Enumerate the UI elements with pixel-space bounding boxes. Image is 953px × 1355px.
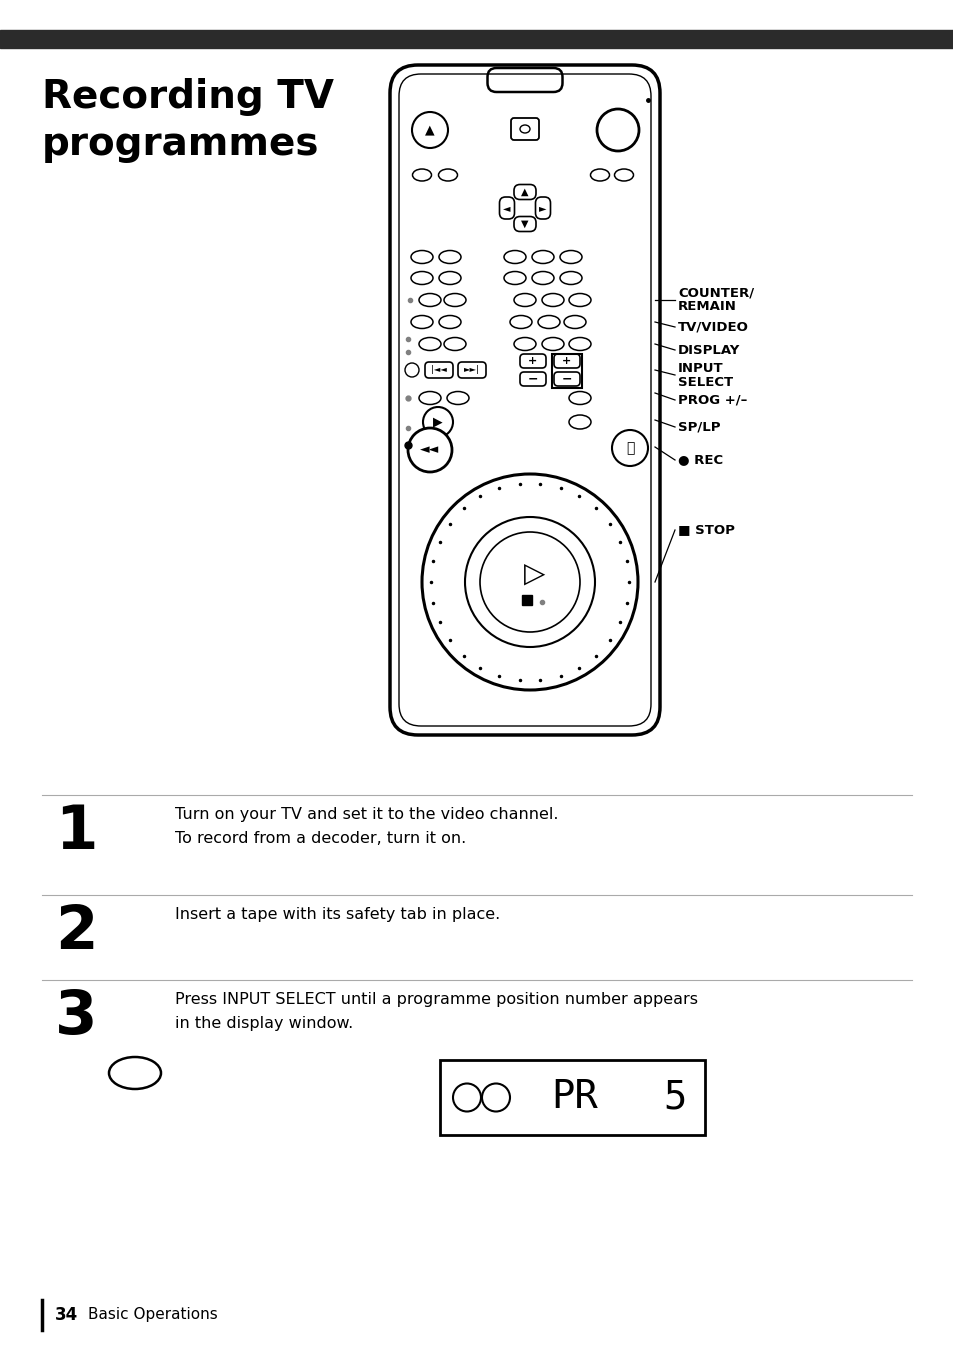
FancyBboxPatch shape: [514, 184, 536, 199]
Text: 2: 2: [55, 902, 97, 962]
Ellipse shape: [537, 316, 559, 328]
Text: Basic Operations: Basic Operations: [88, 1308, 217, 1322]
Text: ▶: ▶: [433, 416, 442, 428]
Text: ►►|: ►►|: [463, 366, 479, 374]
Circle shape: [479, 533, 579, 631]
Ellipse shape: [563, 316, 585, 328]
Circle shape: [421, 474, 638, 690]
Text: DISPLAY: DISPLAY: [678, 344, 740, 356]
Ellipse shape: [514, 337, 536, 351]
Text: ◄: ◄: [503, 203, 510, 213]
FancyBboxPatch shape: [499, 196, 514, 220]
FancyBboxPatch shape: [554, 354, 579, 369]
Ellipse shape: [514, 294, 536, 306]
Circle shape: [408, 428, 452, 472]
Text: INPUT
SELECT: INPUT SELECT: [678, 362, 732, 389]
Circle shape: [612, 430, 647, 466]
Text: COUNTER/
REMAIN: COUNTER/ REMAIN: [678, 286, 753, 313]
Text: ◄◄: ◄◄: [420, 443, 439, 457]
Text: in the display window.: in the display window.: [174, 1016, 353, 1031]
Ellipse shape: [559, 271, 581, 285]
Text: PR: PR: [551, 1079, 598, 1117]
FancyBboxPatch shape: [519, 373, 545, 386]
FancyBboxPatch shape: [487, 68, 562, 92]
Ellipse shape: [568, 415, 590, 430]
Ellipse shape: [541, 294, 563, 306]
Ellipse shape: [568, 392, 590, 405]
Text: |◄◄: |◄◄: [431, 366, 446, 374]
Ellipse shape: [559, 251, 581, 263]
Ellipse shape: [510, 316, 532, 328]
Text: Recording TV: Recording TV: [42, 79, 334, 117]
Circle shape: [405, 363, 418, 377]
Text: −: −: [527, 373, 537, 386]
Ellipse shape: [411, 316, 433, 328]
Text: ▼: ▼: [520, 220, 528, 229]
Text: ⏸: ⏸: [625, 440, 634, 455]
Ellipse shape: [443, 294, 465, 306]
Text: ▷: ▷: [524, 560, 545, 588]
Ellipse shape: [568, 294, 590, 306]
Ellipse shape: [447, 392, 469, 405]
Text: ● REC: ● REC: [678, 454, 722, 466]
Ellipse shape: [418, 337, 440, 351]
FancyBboxPatch shape: [554, 373, 579, 386]
Text: Press INPUT SELECT until a programme position number appears: Press INPUT SELECT until a programme pos…: [174, 992, 698, 1007]
Ellipse shape: [614, 169, 633, 182]
Ellipse shape: [503, 271, 525, 285]
Circle shape: [453, 1084, 480, 1111]
Text: PROG +/–: PROG +/–: [678, 393, 746, 406]
Ellipse shape: [418, 392, 440, 405]
FancyBboxPatch shape: [424, 362, 453, 378]
FancyBboxPatch shape: [535, 196, 550, 220]
Text: TV/VIDEO: TV/VIDEO: [678, 321, 748, 333]
Ellipse shape: [411, 251, 433, 263]
Text: SP/LP: SP/LP: [678, 420, 720, 434]
Circle shape: [422, 406, 453, 438]
Text: −: −: [561, 373, 572, 386]
Ellipse shape: [438, 316, 460, 328]
Text: 34: 34: [55, 1306, 78, 1324]
Ellipse shape: [438, 251, 460, 263]
Circle shape: [464, 518, 595, 646]
Text: 3: 3: [55, 988, 97, 1047]
Ellipse shape: [503, 251, 525, 263]
Ellipse shape: [568, 337, 590, 351]
Text: 1: 1: [55, 804, 97, 862]
FancyBboxPatch shape: [511, 118, 538, 140]
FancyBboxPatch shape: [514, 217, 536, 232]
Circle shape: [412, 112, 448, 148]
FancyBboxPatch shape: [519, 354, 545, 369]
FancyBboxPatch shape: [390, 65, 659, 734]
Text: ►: ►: [538, 203, 546, 213]
Text: To record from a decoder, turn it on.: To record from a decoder, turn it on.: [174, 831, 466, 846]
Ellipse shape: [541, 337, 563, 351]
Text: ▲: ▲: [520, 187, 528, 196]
Ellipse shape: [418, 294, 440, 306]
Bar: [0, 30, 953, 47]
Ellipse shape: [109, 1057, 161, 1089]
Text: +: +: [561, 356, 571, 366]
Bar: [552, 354, 581, 388]
Ellipse shape: [411, 271, 433, 285]
Text: Turn on your TV and set it to the video channel.: Turn on your TV and set it to the video …: [174, 808, 558, 822]
Text: programmes: programmes: [42, 125, 319, 163]
Ellipse shape: [438, 271, 460, 285]
Ellipse shape: [412, 169, 431, 182]
Text: 5: 5: [662, 1079, 686, 1117]
Circle shape: [481, 1084, 510, 1111]
FancyBboxPatch shape: [457, 362, 485, 378]
Circle shape: [597, 108, 639, 150]
Ellipse shape: [590, 169, 609, 182]
Ellipse shape: [532, 271, 554, 285]
Text: +: +: [528, 356, 537, 366]
Bar: [439, 1060, 704, 1135]
Ellipse shape: [443, 337, 465, 351]
Text: ▲: ▲: [425, 123, 435, 137]
Ellipse shape: [532, 251, 554, 263]
Ellipse shape: [519, 125, 530, 133]
Text: Insert a tape with its safety tab in place.: Insert a tape with its safety tab in pla…: [174, 906, 499, 921]
Ellipse shape: [438, 169, 457, 182]
Text: ■ STOP: ■ STOP: [678, 523, 734, 537]
